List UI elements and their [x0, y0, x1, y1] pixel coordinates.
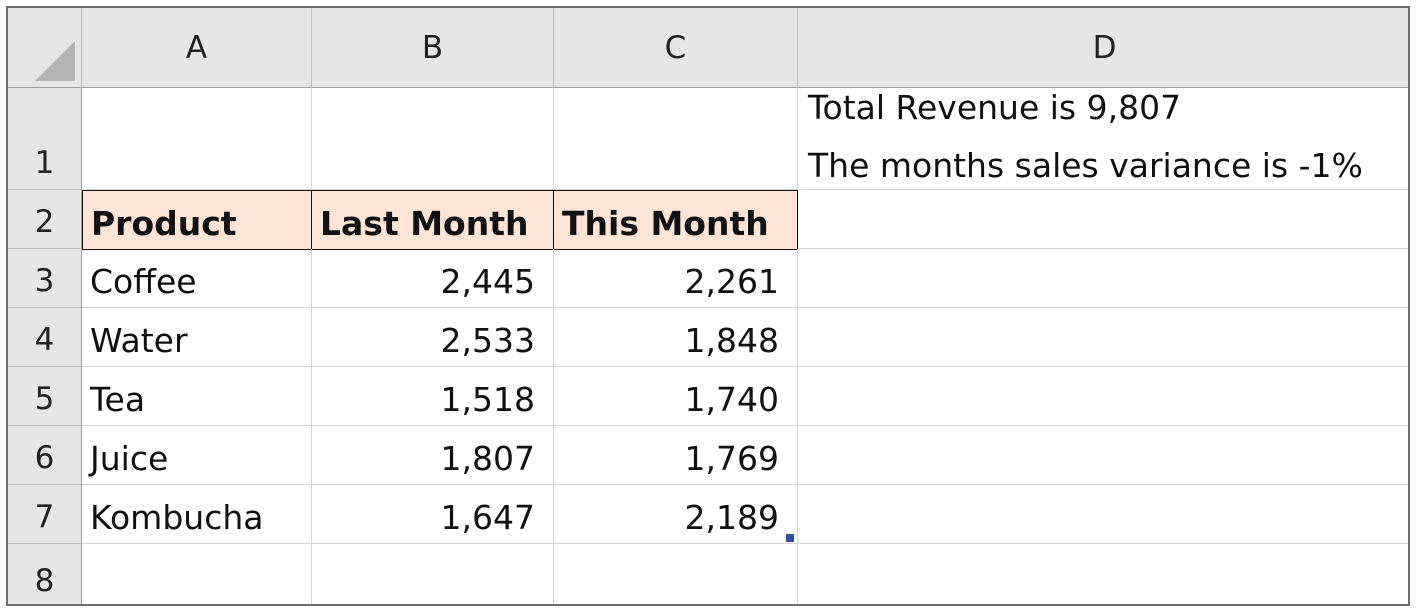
- row-header-2[interactable]: 2: [8, 190, 82, 249]
- cell-a8[interactable]: [82, 544, 312, 604]
- cell-d4[interactable]: [798, 308, 1408, 367]
- cell-a5[interactable]: Tea: [82, 367, 312, 426]
- column-header-c[interactable]: C: [554, 8, 798, 88]
- cell-c7[interactable]: 2,189: [554, 485, 798, 544]
- fill-handle-icon[interactable]: [786, 534, 794, 542]
- row-header-1[interactable]: 1: [8, 88, 82, 190]
- cell-b4[interactable]: 2,533: [312, 308, 554, 367]
- cell-a3[interactable]: Coffee: [82, 249, 312, 308]
- cell-b8[interactable]: [312, 544, 554, 604]
- select-all-triangle-icon: [35, 41, 75, 81]
- cell-d5[interactable]: [798, 367, 1408, 426]
- row-header-8[interactable]: 8: [8, 544, 82, 604]
- cell-d1[interactable]: Total Revenue is 9,807 The months sales …: [798, 88, 1408, 190]
- row-header-5[interactable]: 5: [8, 367, 82, 426]
- row-header-3[interactable]: 3: [8, 249, 82, 308]
- cell-d6[interactable]: [798, 426, 1408, 485]
- cell-c6[interactable]: 1,769: [554, 426, 798, 485]
- cell-a2-product-header[interactable]: Product: [82, 190, 312, 250]
- cell-a1[interactable]: [82, 88, 312, 190]
- cell-a7[interactable]: Kombucha: [82, 485, 312, 544]
- cell-c4[interactable]: 1,848: [554, 308, 798, 367]
- total-revenue-text: Total Revenue is 9,807: [808, 88, 1182, 127]
- row-header-4[interactable]: 4: [8, 308, 82, 367]
- cell-d3[interactable]: [798, 249, 1408, 308]
- cell-a4[interactable]: Water: [82, 308, 312, 367]
- column-header-b[interactable]: B: [312, 8, 554, 88]
- cell-b5[interactable]: 1,518: [312, 367, 554, 426]
- cell-c3[interactable]: 2,261: [554, 249, 798, 308]
- cell-d2[interactable]: [798, 190, 1408, 249]
- cell-b6[interactable]: 1,807: [312, 426, 554, 485]
- cell-d7[interactable]: [798, 485, 1408, 544]
- cell-b7[interactable]: 1,647: [312, 485, 554, 544]
- cell-c2-this-month-header[interactable]: This Month: [553, 190, 798, 250]
- column-header-a[interactable]: A: [82, 8, 312, 88]
- select-all-button[interactable]: [8, 8, 82, 88]
- column-header-d[interactable]: D: [798, 8, 1408, 88]
- cell-b3[interactable]: 2,445: [312, 249, 554, 308]
- cell-c5[interactable]: 1,740: [554, 367, 798, 426]
- cell-b1[interactable]: [312, 88, 554, 190]
- cell-a6[interactable]: Juice: [82, 426, 312, 485]
- cell-c8[interactable]: [554, 544, 798, 604]
- row-header-7[interactable]: 7: [8, 485, 82, 544]
- cell-c1[interactable]: [554, 88, 798, 190]
- row-header-6[interactable]: 6: [8, 426, 82, 485]
- cell-d8[interactable]: [798, 544, 1408, 604]
- sales-variance-text: The months sales variance is -1%: [808, 146, 1363, 185]
- cell-b2-last-month-header[interactable]: Last Month: [311, 190, 554, 250]
- spreadsheet-grid: A B C D 1 2 3 4 5 6 7 8 Total Revenue is…: [6, 6, 1410, 606]
